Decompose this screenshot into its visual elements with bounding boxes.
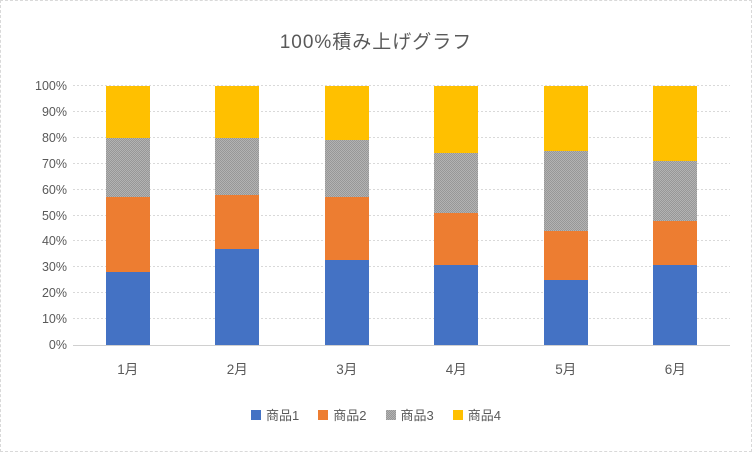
x-axis-labels: 1月 2月 3月 4月 5月 6月 xyxy=(73,358,730,378)
bar-column-5 xyxy=(543,86,588,345)
bar-slot-1 xyxy=(73,86,183,345)
bar-segment-series-4 xyxy=(543,86,588,151)
x-axis-label-5: 5月 xyxy=(555,362,577,377)
y-axis-tick-label: 60% xyxy=(41,182,67,197)
bar-segment-series-1 xyxy=(324,259,369,345)
bar-slot-2 xyxy=(183,86,293,345)
legend-marker-icon xyxy=(452,409,463,420)
y-axis-tick-label: 40% xyxy=(41,234,67,249)
plot-area xyxy=(73,85,730,346)
x-axis-label-1: 1月 xyxy=(117,362,139,377)
bar-column-1 xyxy=(105,86,150,345)
legend-item-4: 商品4 xyxy=(452,405,501,424)
y-axis-tick-label: 80% xyxy=(41,130,67,145)
bar-segment-series-2 xyxy=(215,194,260,250)
bar-segment-series-3 xyxy=(543,150,588,232)
legend-item-1: 商品1 xyxy=(251,405,299,424)
y-axis-tick-label: 70% xyxy=(41,156,67,171)
gridline xyxy=(73,162,730,164)
bar-slot-3 xyxy=(292,86,402,345)
gridline xyxy=(73,240,730,242)
gridline xyxy=(73,110,730,112)
legend-label: 商品1 xyxy=(266,408,300,423)
bars-row xyxy=(73,86,730,345)
bar-segment-series-4 xyxy=(215,86,260,138)
bar-segment-series-4 xyxy=(105,86,150,138)
legend-marker-icon xyxy=(385,409,396,420)
bar-segment-series-4 xyxy=(434,86,479,154)
bar-segment-series-1 xyxy=(105,272,150,345)
x-axis-label-3: 3月 xyxy=(336,362,358,377)
x-axis-label-2: 2月 xyxy=(226,362,248,377)
bar-segment-series-3 xyxy=(324,140,369,198)
gridline xyxy=(73,214,730,216)
bar-column-6 xyxy=(653,86,698,345)
legend-label: 商品4 xyxy=(467,408,501,423)
gridline xyxy=(73,292,730,294)
y-axis-tick-label: 90% xyxy=(41,104,67,119)
x-axis-label-4: 4月 xyxy=(445,362,467,377)
bar-segment-series-1 xyxy=(543,280,588,345)
legend-marker-icon xyxy=(318,409,329,420)
y-axis-tick-label: 50% xyxy=(41,208,67,223)
chart-title: 100%積み上げグラフ xyxy=(279,32,473,53)
legend-label: 商品3 xyxy=(400,408,434,423)
bar-segment-series-3 xyxy=(434,153,479,213)
bar-column-2 xyxy=(215,86,260,345)
legend-marker-icon xyxy=(251,409,262,420)
x-axis-line xyxy=(73,345,730,346)
bar-slot-5 xyxy=(511,86,621,345)
bar-segment-series-3 xyxy=(215,137,260,195)
gridline xyxy=(73,85,730,86)
bar-segment-series-3 xyxy=(105,137,150,198)
bar-column-4 xyxy=(434,86,479,345)
bar-segment-series-2 xyxy=(543,231,588,281)
gridline xyxy=(73,266,730,268)
legend: 商品1 商品2 商品3 商品4 xyxy=(1,405,751,424)
bar-slot-4 xyxy=(402,86,512,345)
gridline xyxy=(73,188,730,190)
x-axis-label-6: 6月 xyxy=(664,362,686,377)
bar-segment-series-3 xyxy=(653,161,698,221)
y-axis-tick-label: 100% xyxy=(35,79,67,93)
bar-segment-series-2 xyxy=(434,212,479,265)
bar-slot-6 xyxy=(621,86,731,345)
y-axis-tick-label: 10% xyxy=(41,312,67,327)
bar-segment-series-2 xyxy=(105,197,150,273)
y-axis-tick-label: 20% xyxy=(41,286,67,301)
bar-segment-series-1 xyxy=(434,264,479,345)
legend-label: 商品2 xyxy=(333,408,367,423)
y-axis-tick-label: 0% xyxy=(48,338,67,352)
bar-segment-series-2 xyxy=(653,220,698,265)
legend-item-2: 商品2 xyxy=(318,405,367,424)
bar-segment-series-1 xyxy=(215,249,260,345)
gridline xyxy=(73,136,730,138)
legend-item-3: 商品3 xyxy=(385,405,434,424)
gridline xyxy=(73,318,730,320)
bar-segment-series-1 xyxy=(653,264,698,345)
bar-segment-series-2 xyxy=(324,197,369,260)
bar-column-3 xyxy=(324,86,369,345)
bar-segment-series-4 xyxy=(324,86,369,141)
y-axis-tick-label: 30% xyxy=(41,260,67,275)
bar-segment-series-4 xyxy=(653,86,698,162)
